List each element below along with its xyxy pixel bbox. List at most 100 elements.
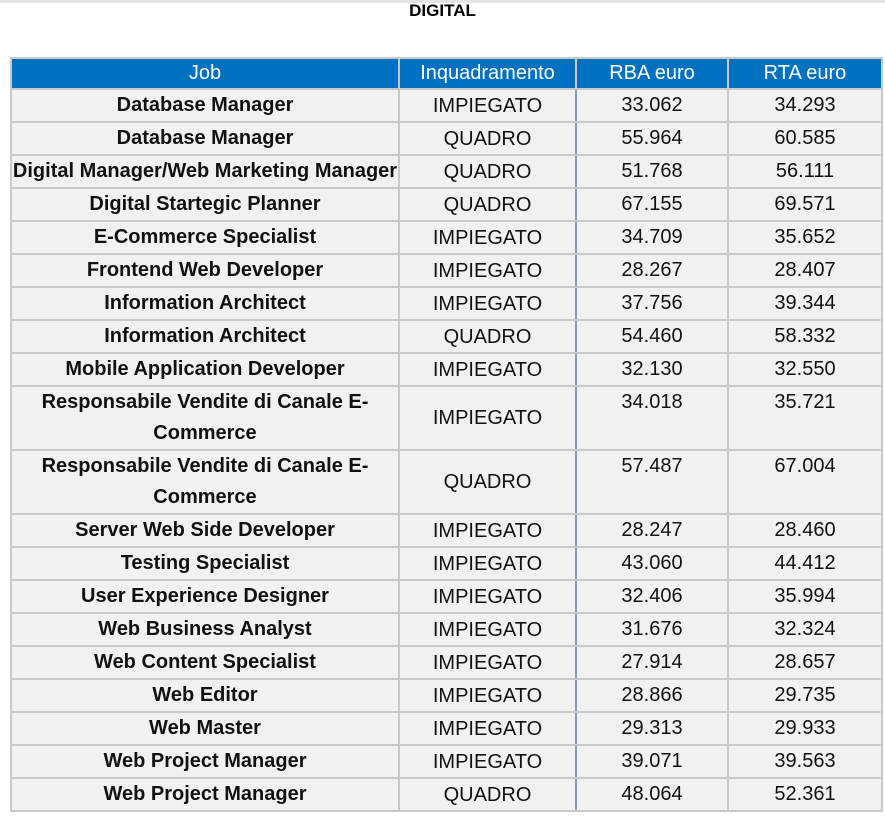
rba-cell: 54.460: [575, 319, 729, 354]
rta-cell: 60.585: [727, 121, 883, 156]
salary-table: Job Inquadramento RBA euro RTA euro Data…: [10, 57, 883, 812]
rba-cell: 32.406: [575, 579, 729, 614]
inquadramento-cell: IMPIEGATO: [398, 612, 577, 647]
rba-cell: 34.018: [575, 385, 729, 451]
job-cell: E-Commerce Specialist: [10, 220, 400, 255]
job-cell: Database Manager: [10, 88, 400, 123]
rta-cell: 29.933: [727, 711, 883, 746]
inquadramento-cell: IMPIEGATO: [398, 744, 577, 779]
rta-cell: 56.111: [727, 154, 883, 189]
table-row: Testing Specialist IMPIEGATO 43.060 44.412: [10, 546, 883, 581]
rba-cell: 57.487: [575, 449, 729, 515]
job-cell: Information Architect: [10, 286, 400, 321]
rba-cell: 28.267: [575, 253, 729, 288]
rba-cell: 32.130: [575, 352, 729, 387]
table-row: E-Commerce Specialist IMPIEGATO 34.709 35.6…: [10, 220, 883, 255]
inquadramento-cell: QUADRO: [398, 121, 577, 156]
page-title: DIGITAL: [409, 1, 476, 20]
table-row: Information Architect QUADRO 54.460 58.332: [10, 319, 883, 354]
rba-cell: 51.768: [575, 154, 729, 189]
table-header-row: Job Inquadramento RBA euro RTA euro: [10, 57, 883, 90]
table-row: Database Manager IMPIEGATO 33.062 34.293: [10, 88, 883, 123]
inquadramento-cell: IMPIEGATO: [398, 253, 577, 288]
inquadramento-cell: IMPIEGATO: [398, 678, 577, 713]
rta-cell: 28.407: [727, 253, 883, 288]
table-row: Responsabile Vendite di Canale E-Commerc…: [10, 385, 883, 451]
table-row: Database Manager QUADRO 55.964 60.585: [10, 121, 883, 156]
rta-cell: 35.652: [727, 220, 883, 255]
rba-cell: 31.676: [575, 612, 729, 647]
job-cell: Responsabile Vendite di Canale E-Commerc…: [10, 449, 400, 515]
table-row: Web Project Manager IMPIEGATO 39.071 39.563: [10, 744, 883, 779]
rta-cell: 35.721: [727, 385, 883, 451]
job-cell: Database Manager: [10, 121, 400, 156]
column-header-job: Job: [10, 57, 400, 90]
rta-cell: 39.563: [727, 744, 883, 779]
rba-cell: 27.914: [575, 645, 729, 680]
inquadramento-cell: IMPIEGATO: [398, 711, 577, 746]
job-cell: Testing Specialist: [10, 546, 400, 581]
inquadramento-cell: IMPIEGATO: [398, 513, 577, 548]
rba-cell: 43.060: [575, 546, 729, 581]
rta-cell: 28.657: [727, 645, 883, 680]
page-top-border: [0, 0, 885, 3]
inquadramento-cell: QUADRO: [398, 777, 577, 812]
rta-cell: 69.571: [727, 187, 883, 222]
job-cell: Web Project Manager: [10, 744, 400, 779]
table-row: Responsabile Vendite di Canale E-Commerc…: [10, 449, 883, 515]
job-cell: Web Content Specialist: [10, 645, 400, 680]
column-header-rba: RBA euro: [575, 57, 729, 90]
table-row: Web Editor IMPIEGATO 28.866 29.735: [10, 678, 883, 713]
inquadramento-cell: IMPIEGATO: [398, 220, 577, 255]
table-row: Information Architect IMPIEGATO 37.756 39.3…: [10, 286, 883, 321]
inquadramento-cell: IMPIEGATO: [398, 645, 577, 680]
rba-cell: 29.313: [575, 711, 729, 746]
rba-cell: 28.866: [575, 678, 729, 713]
inquadramento-cell: QUADRO: [398, 154, 577, 189]
rta-cell: 39.344: [727, 286, 883, 321]
column-header-inquadramento: Inquadramento: [398, 57, 577, 90]
rta-cell: 58.332: [727, 319, 883, 354]
rba-cell: 48.064: [575, 777, 729, 812]
table-row: User Experience Designer IMPIEGATO 32.406 3…: [10, 579, 883, 614]
job-cell: Web Editor: [10, 678, 400, 713]
job-cell: Mobile Application Developer: [10, 352, 400, 387]
table-row: Mobile Application Developer IMPIEGATO 32.…: [10, 352, 883, 387]
rba-cell: 34.709: [575, 220, 729, 255]
inquadramento-cell: IMPIEGATO: [398, 352, 577, 387]
rta-cell: 67.004: [727, 449, 883, 515]
rba-cell: 39.071: [575, 744, 729, 779]
table-row: Web Content Specialist IMPIEGATO 27.914 28.…: [10, 645, 883, 680]
rta-cell: 44.412: [727, 546, 883, 581]
rba-cell: 28.247: [575, 513, 729, 548]
job-cell: Digital Manager/Web Marketing Manager: [10, 154, 400, 189]
rta-cell: 34.293: [727, 88, 883, 123]
job-cell: User Experience Designer: [10, 579, 400, 614]
rta-cell: 28.460: [727, 513, 883, 548]
inquadramento-cell: IMPIEGATO: [398, 579, 577, 614]
rta-cell: 32.324: [727, 612, 883, 647]
job-cell: Web Business Analyst: [10, 612, 400, 647]
table-row: Web Business Analyst IMPIEGATO 31.676 32.32…: [10, 612, 883, 647]
rba-cell: 33.062: [575, 88, 729, 123]
inquadramento-cell: QUADRO: [398, 449, 577, 515]
inquadramento-cell: QUADRO: [398, 319, 577, 354]
job-cell: Web Master: [10, 711, 400, 746]
inquadramento-cell: QUADRO: [398, 187, 577, 222]
rba-cell: 67.155: [575, 187, 729, 222]
column-header-rta: RTA euro: [727, 57, 883, 90]
inquadramento-cell: IMPIEGATO: [398, 88, 577, 123]
rta-cell: 29.735: [727, 678, 883, 713]
inquadramento-cell: IMPIEGATO: [398, 546, 577, 581]
job-cell: Server Web Side Developer: [10, 513, 400, 548]
inquadramento-cell: IMPIEGATO: [398, 286, 577, 321]
rta-cell: 52.361: [727, 777, 883, 812]
rta-cell: 35.994: [727, 579, 883, 614]
table-row: Digital Startegic Planner QUADRO 67.155 69.…: [10, 187, 883, 222]
table-row: Web Project Manager QUADRO 48.064 52.361: [10, 777, 883, 812]
inquadramento-cell: IMPIEGATO: [398, 385, 577, 451]
rta-cell: 32.550: [727, 352, 883, 387]
table-row: Frontend Web Developer IMPIEGATO 28.267 28.…: [10, 253, 883, 288]
table-row: Web Master IMPIEGATO 29.313 29.933: [10, 711, 883, 746]
table-row: Digital Manager/Web Marketing Manager QUA…: [10, 154, 883, 189]
